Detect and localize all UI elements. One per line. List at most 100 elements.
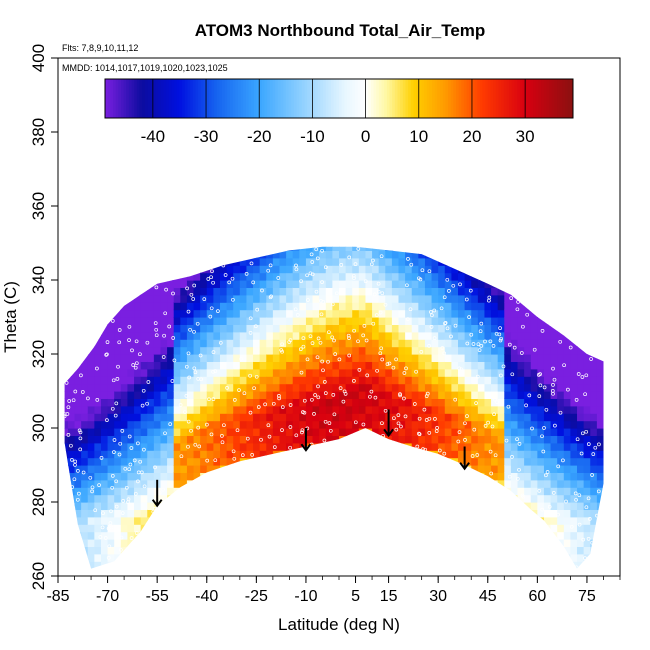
heatmap-cell — [444, 405, 452, 414]
heatmap-cell — [491, 472, 499, 481]
heatmap-cell — [94, 398, 102, 407]
heatmap-cell — [64, 546, 69, 555]
heatmap-cell — [140, 546, 148, 555]
heatmap-cell — [114, 472, 122, 481]
colorbar-swatch — [344, 79, 348, 118]
heatmap-cell — [603, 302, 604, 311]
heatmap-cell — [266, 368, 274, 377]
heatmap-cell — [153, 509, 162, 518]
heatmap-cell — [305, 257, 314, 266]
heatmap-cell — [510, 450, 519, 459]
heatmap-cell — [464, 246, 472, 251]
heatmap-cell — [299, 435, 307, 444]
sample-point — [162, 333, 166, 338]
heatmap-cell — [524, 324, 532, 333]
heatmap-cell — [497, 546, 505, 555]
heatmap-cell — [583, 509, 591, 518]
heatmap-cell — [510, 346, 519, 355]
heatmap-cell — [504, 428, 512, 436]
heatmap-cell — [272, 398, 281, 407]
heatmap-cell — [305, 435, 314, 444]
sample-point — [90, 485, 95, 490]
heatmap-cell — [233, 346, 241, 355]
heatmap-cell — [583, 287, 591, 296]
colorbar-swatch — [554, 79, 558, 118]
heatmap-cell — [305, 339, 314, 348]
heatmap-cell — [219, 257, 228, 266]
heatmap-cell — [471, 420, 479, 429]
heatmap-cell — [173, 457, 181, 466]
heatmap-cell — [312, 428, 320, 436]
heatmap-cell — [365, 280, 373, 288]
heatmap-cell — [299, 317, 307, 325]
heatmap-cell — [319, 383, 327, 392]
heatmap-cell — [114, 383, 122, 392]
heatmap-cell — [411, 428, 419, 436]
x-tick-label: 5 — [351, 588, 360, 605]
heatmap-cell — [319, 354, 327, 362]
sample-point — [326, 359, 330, 364]
heatmap-cell — [233, 487, 241, 496]
heatmap-cell — [193, 354, 201, 362]
heatmap-cell — [312, 524, 320, 533]
heatmap-cell — [372, 553, 380, 562]
heatmap-cell — [524, 331, 532, 340]
heatmap-cell — [550, 450, 558, 459]
heatmap-cell — [378, 309, 386, 318]
colorbar-swatch — [514, 79, 518, 118]
heatmap-cell — [365, 368, 373, 377]
heatmap-cell — [477, 494, 486, 503]
heatmap-cell — [75, 576, 82, 584]
heatmap-cell — [87, 553, 95, 562]
heatmap-cell — [114, 531, 122, 540]
heatmap-cell — [312, 509, 320, 518]
heatmap-cell — [504, 346, 512, 355]
heatmap-cell — [114, 302, 122, 311]
heatmap-cell — [292, 524, 300, 533]
heatmap-cell — [173, 368, 181, 377]
heatmap-cell — [497, 391, 505, 399]
heatmap-cell — [160, 331, 168, 340]
heatmap-cell — [543, 516, 552, 525]
heatmap-cell — [537, 354, 545, 362]
colorbar-swatch — [293, 79, 297, 118]
heatmap-cell — [100, 420, 109, 429]
colorbar-swatch — [163, 79, 167, 118]
heatmap-cell — [424, 442, 433, 451]
heatmap-cell — [279, 236, 286, 244]
heatmap-cell — [312, 457, 320, 466]
sample-point — [313, 393, 317, 397]
heatmap-cell — [444, 487, 452, 496]
heatmap-cell — [398, 331, 406, 340]
sample-point — [123, 466, 128, 471]
sample-point — [268, 295, 273, 300]
heatmap-cell — [272, 354, 281, 362]
sample-point — [120, 511, 125, 515]
heatmap-cell — [524, 346, 532, 355]
heatmap-cell — [477, 479, 486, 488]
heatmap-cell — [530, 413, 538, 422]
heatmap-cell — [127, 576, 134, 584]
sample-point — [253, 324, 258, 329]
heatmap-cell — [451, 413, 459, 422]
heatmap-cell — [180, 450, 188, 459]
sample-point — [331, 393, 336, 397]
heatmap-cell — [398, 502, 406, 510]
heatmap-cell — [67, 472, 76, 481]
heatmap-cell — [193, 257, 201, 266]
heatmap-cell — [411, 450, 419, 459]
heatmap-cell — [67, 487, 76, 496]
heatmap-cell — [219, 272, 228, 281]
sample-point — [343, 392, 348, 396]
sample-point — [491, 344, 496, 348]
heatmap-cell — [305, 516, 314, 525]
heatmap-cell — [524, 487, 532, 496]
heatmap-cell — [352, 502, 360, 510]
heatmap-cell — [451, 442, 459, 451]
heatmap-cell — [147, 539, 155, 547]
heatmap-cell — [537, 302, 545, 311]
heatmap-cell — [484, 413, 492, 422]
heatmap-cell — [312, 317, 320, 325]
heatmap-cell — [464, 539, 472, 547]
heatmap-cell — [233, 265, 241, 274]
